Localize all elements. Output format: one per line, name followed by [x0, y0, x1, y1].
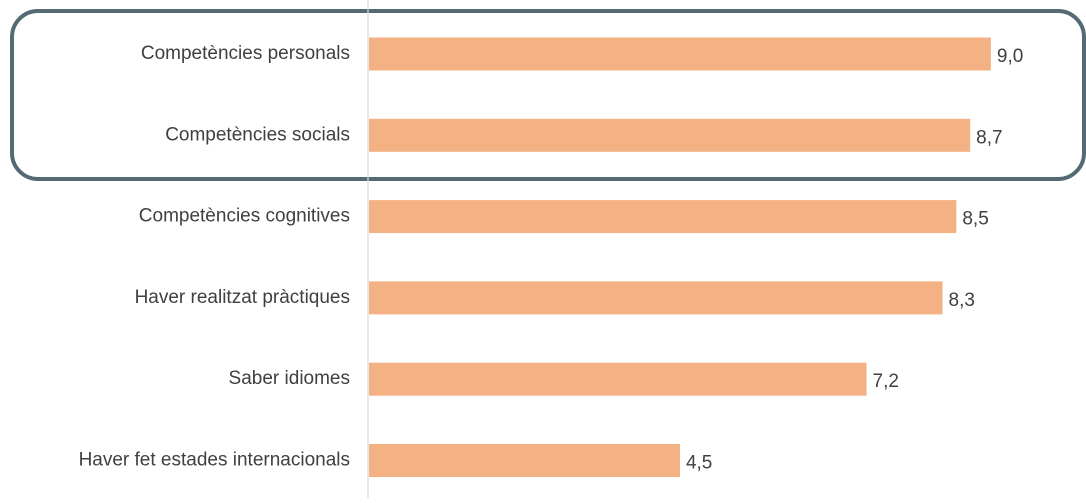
- data-label: 8,3: [949, 290, 975, 311]
- category-label: Competències cognitives: [139, 206, 350, 227]
- bar: [369, 37, 991, 71]
- category-label: Haver realitzat pràctiques: [135, 287, 350, 308]
- data-label: 7,2: [873, 371, 899, 392]
- data-label: 8,5: [962, 209, 988, 230]
- highlight-box: [10, 9, 1086, 181]
- bar: [369, 118, 971, 152]
- bar: [369, 281, 943, 315]
- bar: [369, 200, 957, 234]
- category-label: Haver fet estades internacionals: [79, 450, 350, 471]
- bars-layer: Competències personals 9,0 Competències so…: [79, 37, 1023, 477]
- category-label: Competències personals: [141, 43, 350, 64]
- category-label: Saber idiomes: [229, 368, 350, 389]
- data-label: 4,5: [686, 453, 712, 474]
- bar: [369, 444, 680, 477]
- data-label: 8,7: [976, 127, 1002, 148]
- bar: [369, 362, 867, 396]
- data-label: 9,0: [997, 46, 1023, 67]
- category-label: Competències socials: [165, 124, 350, 145]
